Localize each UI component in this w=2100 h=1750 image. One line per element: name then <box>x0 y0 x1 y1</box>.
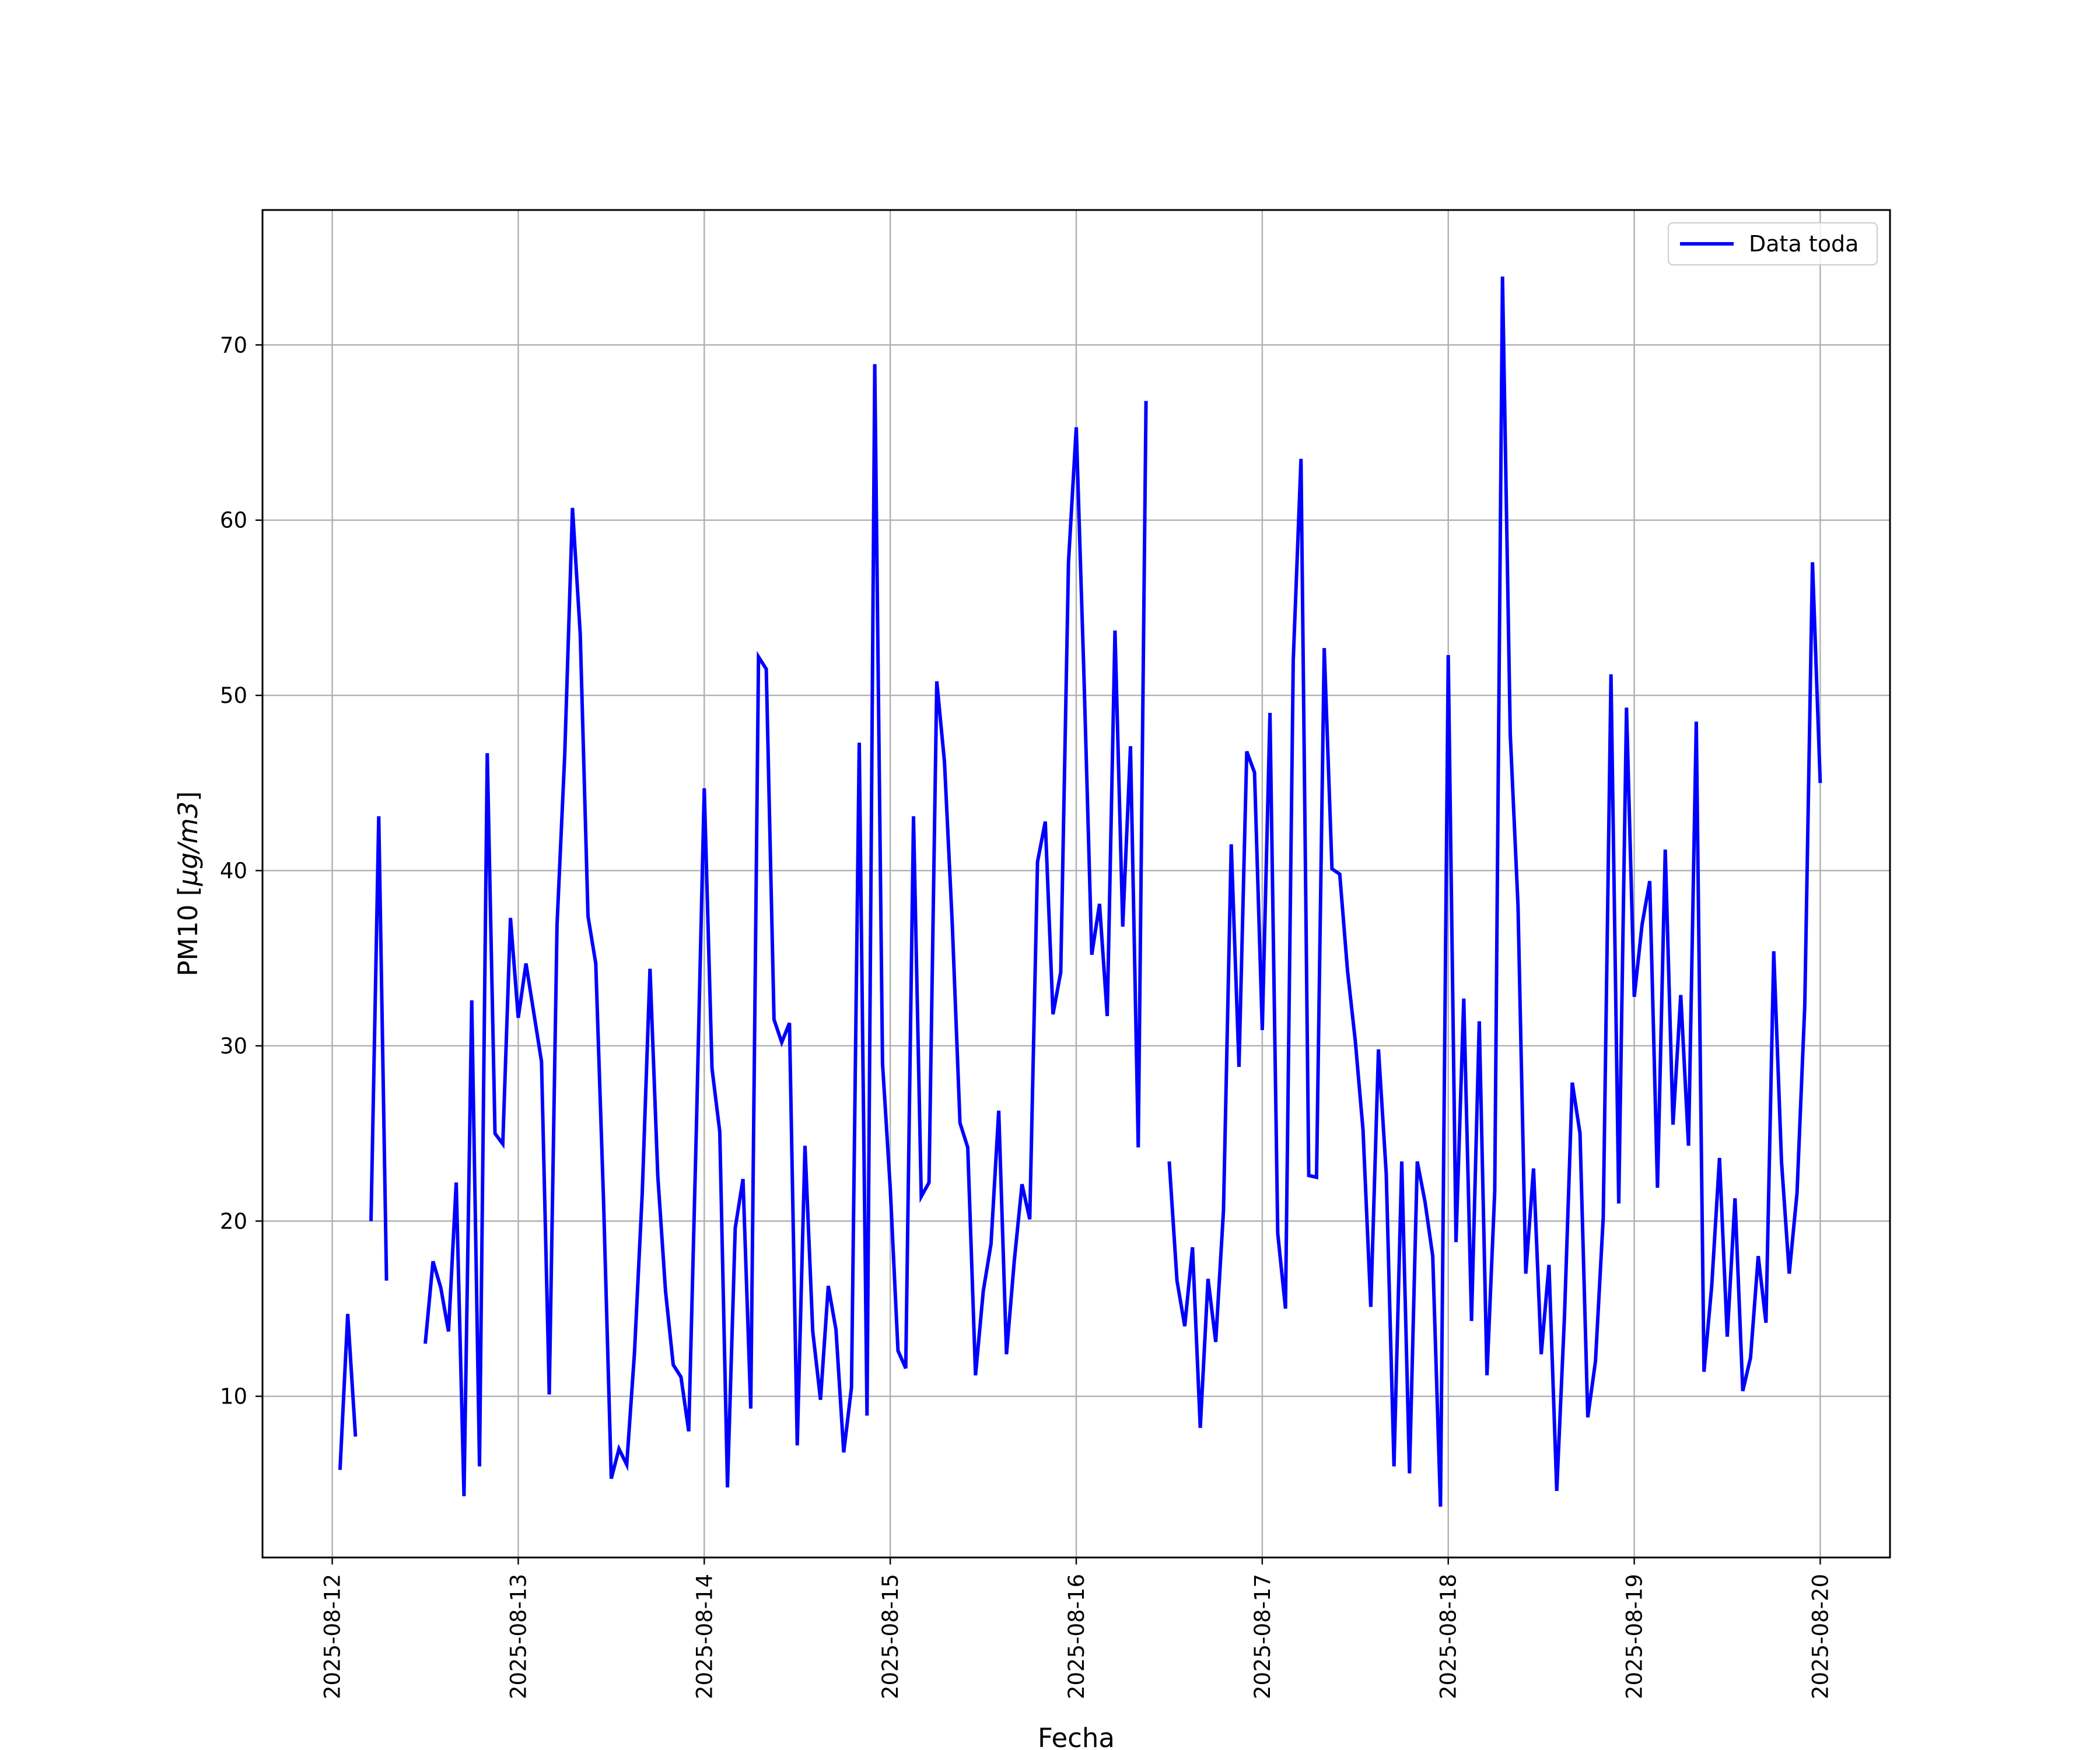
y-axis-ticks: 10 20 30 40 50 60 70 <box>220 332 262 1409</box>
x-tick-label: 2025-08-18 <box>1436 1574 1461 1699</box>
y-tick-label: 60 <box>220 508 247 533</box>
y-axis-label-unit: μg/m3 <box>173 802 204 887</box>
y-axis-label-prefix: PM10 [ <box>173 886 204 977</box>
series-line-segment <box>338 1314 358 1470</box>
x-tick-label: 2025-08-16 <box>1064 1574 1089 1699</box>
x-tick-label: 2025-08-14 <box>692 1574 717 1699</box>
x-tick-label: 2025-08-17 <box>1250 1574 1275 1699</box>
y-tick-label: 20 <box>220 1209 247 1234</box>
y-tick-label: 30 <box>220 1034 247 1059</box>
legend: Data toda <box>1668 222 1878 265</box>
y-axis-label: PM10 [μg/m3] <box>173 791 204 976</box>
series-line-segment <box>1167 276 1822 1507</box>
series-line-segment <box>369 816 388 1281</box>
x-tick-label: 2025-08-19 <box>1622 1574 1647 1699</box>
grid-lines <box>262 210 1890 1558</box>
x-axis-ticks: 2025-08-12 2025-08-13 2025-08-14 2025-08-15… <box>320 1558 1833 1699</box>
x-tick-label: 2025-08-12 <box>320 1574 345 1699</box>
x-axis-label: Fecha <box>1038 1723 1115 1750</box>
series-line-segment <box>424 364 1148 1496</box>
y-tick-label: 10 <box>220 1384 247 1409</box>
legend-label: Data toda <box>1749 231 1859 257</box>
y-tick-label: 70 <box>220 332 247 358</box>
y-tick-label: 40 <box>220 858 247 883</box>
x-tick-label: 2025-08-15 <box>878 1574 903 1699</box>
legend-box <box>1668 222 1878 265</box>
series-lines <box>338 276 1822 1507</box>
x-tick-label: 2025-08-20 <box>1808 1574 1833 1699</box>
y-axis-label-suffix: ] <box>173 791 204 802</box>
y-tick-label: 50 <box>220 683 247 708</box>
x-tick-label: 2025-08-13 <box>506 1574 531 1699</box>
